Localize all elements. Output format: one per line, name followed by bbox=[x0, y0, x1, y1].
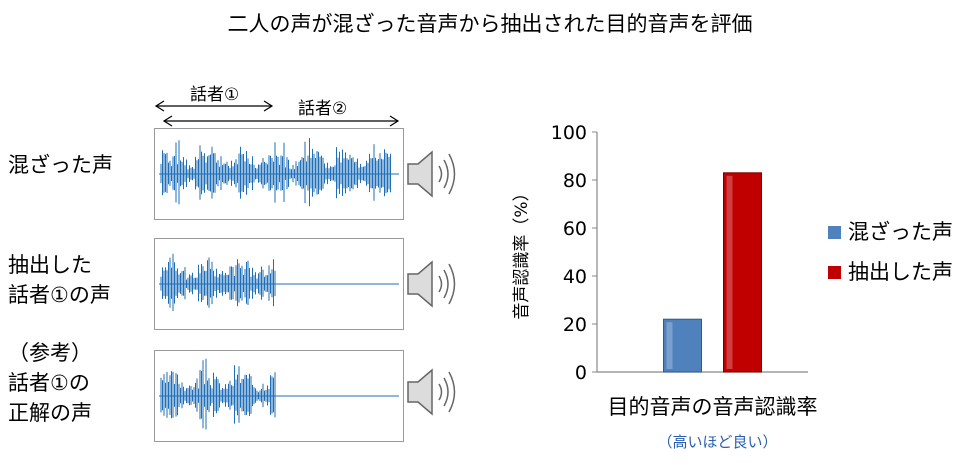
speaker-sound-icon[interactable] bbox=[404, 254, 462, 314]
row-label-mixed: 混ざった声 bbox=[8, 150, 113, 180]
chart-note: （高いほど良い） bbox=[657, 433, 778, 451]
row-label-extracted: 抽出した 話者①の声 bbox=[8, 250, 111, 310]
bar-mixed bbox=[663, 318, 702, 373]
speaker2-label: 話者② bbox=[298, 99, 348, 119]
legend-label: 抽出した声 bbox=[848, 260, 953, 284]
y-tick-label: 20 bbox=[563, 314, 587, 336]
legend-item-mixed: 混ざった声 bbox=[828, 218, 953, 246]
bar-highlight bbox=[726, 175, 733, 369]
waveform-svg bbox=[159, 253, 399, 312]
y-tick-label: 0 bbox=[575, 362, 587, 384]
row-label-line: 正解の声 bbox=[8, 401, 92, 425]
y-tick-label: 60 bbox=[563, 218, 587, 240]
y-tick-label: 80 bbox=[563, 170, 587, 192]
waveform-svg bbox=[159, 138, 399, 207]
row-label-line: 抽出した bbox=[8, 253, 92, 277]
legend-label: 混ざった声 bbox=[848, 220, 953, 244]
speaker-sound-icon[interactable] bbox=[404, 144, 462, 204]
speaker-span-arrows bbox=[154, 100, 400, 127]
page-title: 二人の声が混ざった音声から抽出された目的音声を評価 bbox=[227, 12, 753, 36]
waveform-extracted bbox=[154, 238, 404, 330]
bar-highlight bbox=[666, 322, 673, 369]
legend-swatch bbox=[828, 265, 841, 279]
legend-swatch bbox=[828, 225, 841, 239]
legend-item-extracted: 抽出した声 bbox=[828, 258, 953, 286]
speaker1-label: 話者① bbox=[190, 85, 240, 105]
x-axis-label: 目的音声の音声認識率 bbox=[608, 395, 818, 419]
y-axis-label: 音声認識率（%） bbox=[512, 184, 532, 319]
waveform-svg bbox=[159, 358, 399, 430]
row-label-reference: （参考） 話者①の 正解の声 bbox=[8, 338, 92, 428]
row-label-line: （参考） bbox=[8, 341, 92, 365]
y-tick-label: 40 bbox=[563, 266, 587, 288]
row-label-line: 混ざった声 bbox=[8, 153, 113, 177]
speaker-sound-icon[interactable] bbox=[404, 362, 462, 422]
y-tick-label: 100 bbox=[551, 122, 587, 144]
waveform-mixed bbox=[154, 128, 404, 220]
row-label-line: 話者①の声 bbox=[8, 283, 111, 307]
row-label-line: 話者①の bbox=[8, 371, 90, 395]
bar-extracted bbox=[723, 172, 762, 373]
waveform-reference bbox=[154, 350, 404, 442]
